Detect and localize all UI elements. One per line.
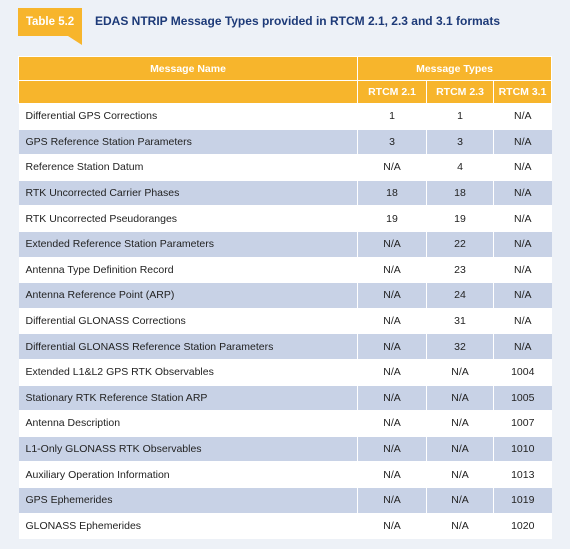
message-name: RTK Uncorrected Carrier Phases <box>18 179 358 207</box>
message-table: Message Name Message Types RTCM 2.1 RTCM… <box>18 56 552 540</box>
table-row: Differential GLONASS Corrections N/A 31 N/A <box>18 307 552 335</box>
message-type: N/A <box>493 307 552 335</box>
message-type: 1013 <box>493 461 552 488</box>
message-type: N/A <box>357 333 427 360</box>
message-type: N/A <box>357 230 427 258</box>
message-name: Reference Station Datum <box>18 154 358 181</box>
message-type: N/A <box>357 256 427 284</box>
message-name: Differential GLONASS Reference Station P… <box>18 333 358 360</box>
message-name: Antenna Description <box>18 410 358 437</box>
message-type: 19 <box>357 205 427 232</box>
message-type: N/A <box>493 128 552 156</box>
message-type: N/A <box>493 154 552 181</box>
column-header: Message Types <box>357 56 552 81</box>
message-name: GPS Reference Station Parameters <box>18 128 358 156</box>
table-row: Extended Reference Station Parameters N/A… <box>18 230 552 258</box>
message-type: 4 <box>426 154 494 181</box>
message-type: N/A <box>357 486 427 514</box>
message-type: N/A <box>357 461 427 488</box>
message-type: 1019 <box>493 486 552 514</box>
table-row: Differential GLONASS Reference Station P… <box>18 333 552 360</box>
message-name: Differential GPS Corrections <box>18 103 358 130</box>
table-title: EDAS NTRIP Message Types provided in RTC… <box>95 14 500 28</box>
table-row: Extended L1&L2 GPS RTK Observables N/A N/A… <box>18 358 552 386</box>
message-type: 19 <box>426 205 494 232</box>
table-row: GPS Reference Station Parameters 3 3 N/A <box>18 128 552 156</box>
message-name: GPS Ephemerides <box>18 486 358 514</box>
message-name: Differential GLONASS Corrections <box>18 307 358 335</box>
message-type: N/A <box>493 103 552 130</box>
message-name: L1-Only GLONASS RTK Observables <box>18 435 358 463</box>
table-row: Reference Station Datum N/A 4 N/A <box>18 154 552 181</box>
message-type: N/A <box>493 282 552 309</box>
message-type: N/A <box>493 179 552 207</box>
message-type: N/A <box>426 435 494 463</box>
message-type: N/A <box>357 384 427 412</box>
message-type: 32 <box>426 333 494 360</box>
message-type: N/A <box>357 307 427 335</box>
subcolumn-header: RTCM 2.3 <box>426 80 494 104</box>
message-type: 18 <box>426 179 494 207</box>
message-type: 1020 <box>493 512 552 540</box>
message-type: N/A <box>426 461 494 488</box>
message-name: Extended L1&L2 GPS RTK Observables <box>18 358 358 386</box>
message-name: GLONASS Ephemerides <box>18 512 358 540</box>
table-row: Differential GPS Corrections 1 1 N/A <box>18 103 552 130</box>
message-type: N/A <box>426 512 494 540</box>
message-type: 1005 <box>493 384 552 412</box>
message-type: N/A <box>357 358 427 386</box>
message-type: N/A <box>357 410 427 437</box>
table-row: Antenna Reference Point (ARP) N/A 24 N/A <box>18 282 552 309</box>
label-tail <box>68 36 82 45</box>
message-type: N/A <box>357 154 427 181</box>
message-type: 1 <box>426 103 494 130</box>
message-name: RTK Uncorrected Pseudoranges <box>18 205 358 232</box>
message-type: 3 <box>426 128 494 156</box>
table-label: Table 5.2 <box>18 8 82 36</box>
message-type: 1004 <box>493 358 552 386</box>
subcolumn-header: RTCM 3.1 <box>493 80 552 104</box>
message-type: 1007 <box>493 410 552 437</box>
table-body: Differential GPS Corrections 1 1 N/A GPS Ref… <box>18 103 552 540</box>
subcolumn-header: RTCM 2.1 <box>357 80 427 104</box>
message-name: Antenna Type Definition Record <box>18 256 358 284</box>
message-type: N/A <box>357 512 427 540</box>
table-row: RTK Uncorrected Carrier Phases 18 18 N/A <box>18 179 552 207</box>
message-type: 23 <box>426 256 494 284</box>
message-name: Extended Reference Station Parameters <box>18 230 358 258</box>
message-type: 18 <box>357 179 427 207</box>
message-type: N/A <box>493 205 552 232</box>
blank-header <box>18 80 358 104</box>
column-header: Message Name <box>18 56 358 81</box>
message-type: N/A <box>426 486 494 514</box>
message-type: 31 <box>426 307 494 335</box>
message-type: 1010 <box>493 435 552 463</box>
table-row: Stationary RTK Reference Station ARP N/A N… <box>18 384 552 412</box>
table-row: GLONASS Ephemerides N/A N/A 1020 <box>18 512 552 540</box>
table-row: Auxiliary Operation Information N/A N/A 101… <box>18 461 552 488</box>
message-type: N/A <box>426 358 494 386</box>
message-type: N/A <box>357 282 427 309</box>
table-row: L1-Only GLONASS RTK Observables N/A N/A 101… <box>18 435 552 463</box>
message-type: 1 <box>357 103 427 130</box>
message-type: 3 <box>357 128 427 156</box>
table-row: GPS Ephemerides N/A N/A 1019 <box>18 486 552 514</box>
table-row: Antenna Description N/A N/A 1007 <box>18 410 552 437</box>
message-type: N/A <box>493 256 552 284</box>
message-type: N/A <box>426 384 494 412</box>
message-name: Auxiliary Operation Information <box>18 461 358 488</box>
message-name: Stationary RTK Reference Station ARP <box>18 384 358 412</box>
table-row: Antenna Type Definition Record N/A 23 N/A <box>18 256 552 284</box>
message-type: 22 <box>426 230 494 258</box>
message-type: N/A <box>426 410 494 437</box>
message-name: Antenna Reference Point (ARP) <box>18 282 358 309</box>
message-type: N/A <box>493 230 552 258</box>
message-type: N/A <box>357 435 427 463</box>
table-row: RTK Uncorrected Pseudoranges 19 19 N/A <box>18 205 552 232</box>
message-type: N/A <box>493 333 552 360</box>
message-type: 24 <box>426 282 494 309</box>
